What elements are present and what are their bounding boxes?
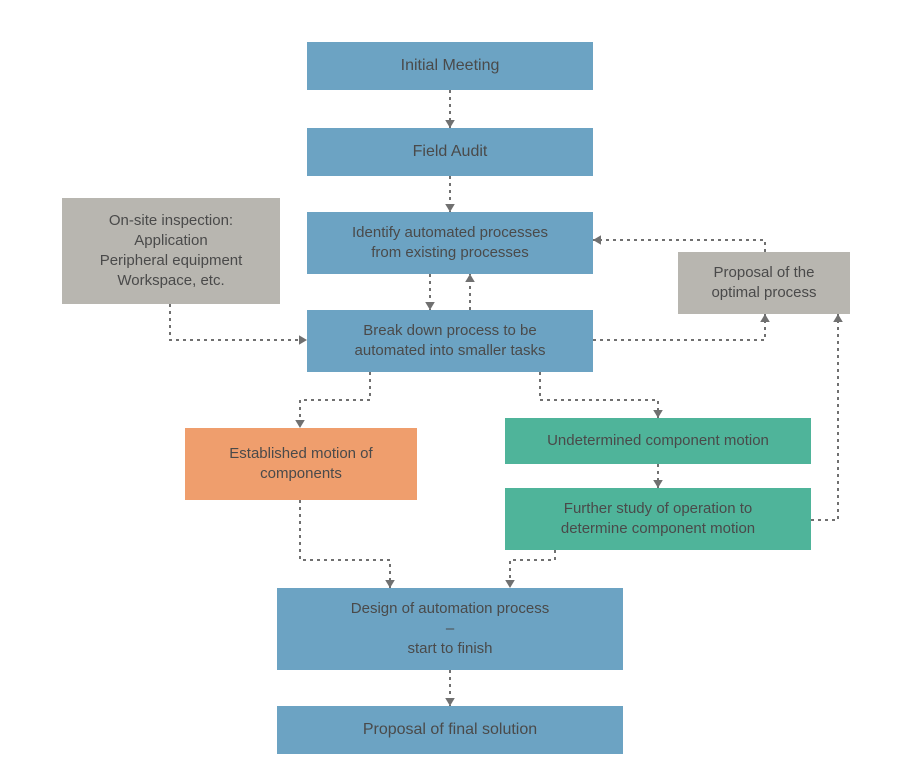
- edge-opt-n3: [593, 240, 765, 252]
- node-fur: Further study of operation to determine …: [505, 488, 811, 550]
- node-des: Design of automation process – start to …: [277, 588, 623, 670]
- node-n4: Break down process to be automated into …: [307, 310, 593, 372]
- node-side: On-site inspection: Application Peripher…: [62, 198, 280, 304]
- node-n2: Field Audit: [307, 128, 593, 176]
- flowchart-canvas: Initial Meeting Field Audit Identify autom…: [0, 0, 900, 773]
- node-opt: Proposal of the optimal process: [678, 252, 850, 314]
- node-est: Established motion of components: [185, 428, 417, 500]
- edge-n4-und: [540, 372, 658, 418]
- edge-fur-opt: [811, 314, 838, 520]
- node-n3: Identify automated processes from existi…: [307, 212, 593, 274]
- edge-fur-des: [510, 550, 555, 588]
- edge-side-n4: [170, 304, 307, 340]
- node-und: Undetermined component motion: [505, 418, 811, 464]
- edge-est-des: [300, 500, 390, 588]
- node-n1: Initial Meeting: [307, 42, 593, 90]
- node-fin: Proposal of final solution: [277, 706, 623, 754]
- edge-n4-opt: [593, 314, 765, 340]
- edge-n4-est: [300, 372, 370, 428]
